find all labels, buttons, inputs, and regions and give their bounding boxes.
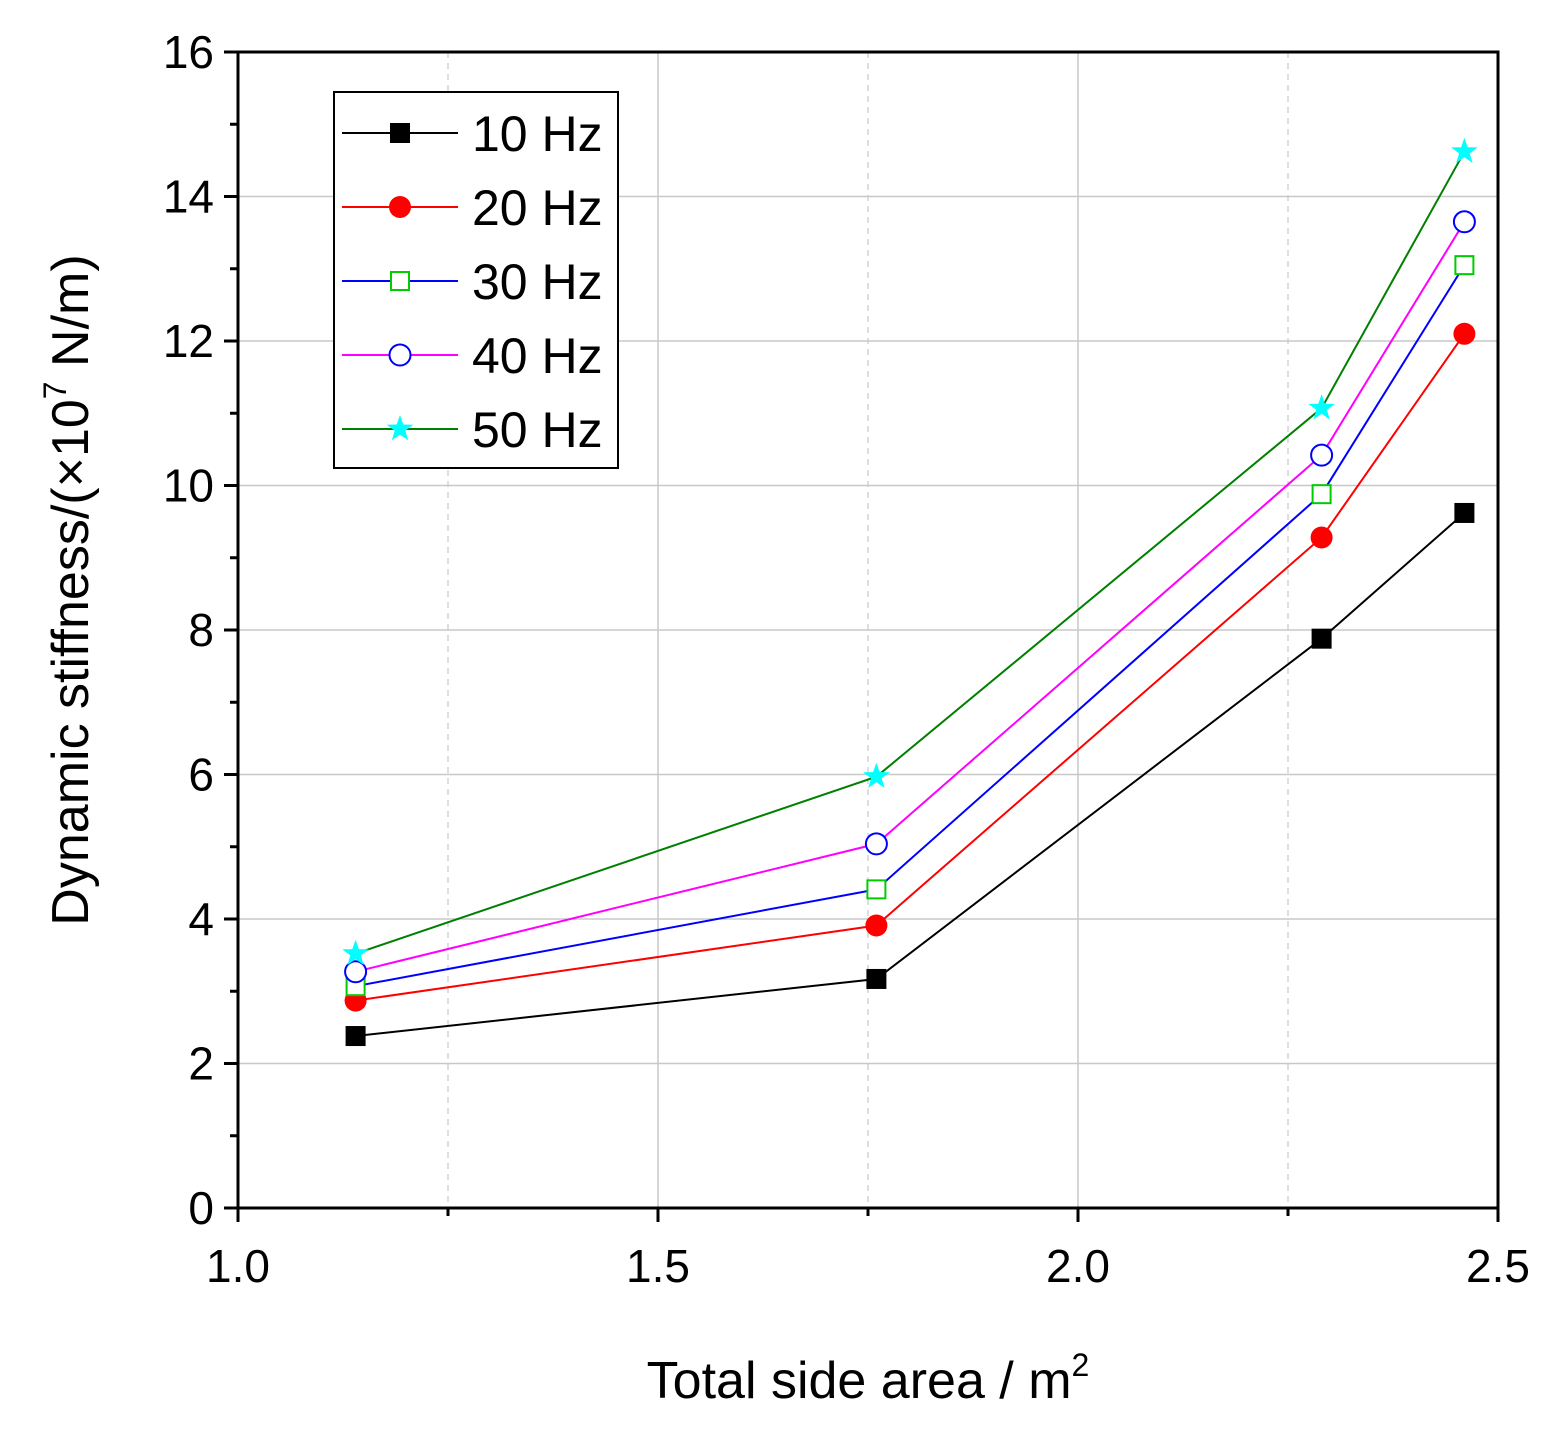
data-point <box>865 914 888 937</box>
y-tick-label: 2 <box>188 1038 214 1090</box>
y-axis-title-tail: N/m) <box>42 254 100 381</box>
series-line <box>355 221 1466 973</box>
data-point <box>1454 502 1475 523</box>
legend-item: 10 Hz <box>342 106 603 162</box>
data-point <box>1454 255 1475 276</box>
data-point <box>342 939 369 965</box>
legend-label: 40 Hz <box>472 328 603 384</box>
legend-item: 20 Hz <box>342 180 603 236</box>
y-tick-label: 8 <box>188 604 214 656</box>
x-tick-label: 2.5 <box>1466 1240 1530 1292</box>
data-point <box>1311 484 1332 505</box>
data-point <box>1452 210 1476 234</box>
y-tick-label: 12 <box>163 315 214 367</box>
legend-item: 50 Hz <box>342 402 603 458</box>
y-axis-title-superscript: 7 <box>37 381 73 399</box>
data-point <box>1451 137 1478 163</box>
legend-label: 50 Hz <box>472 402 603 458</box>
data-point <box>1310 526 1333 549</box>
legend-marker <box>389 196 411 218</box>
y-tick-label: 6 <box>188 749 214 801</box>
series-line <box>355 151 1466 955</box>
legend-marker <box>390 123 410 143</box>
legend-marker <box>386 415 414 441</box>
data-point <box>1453 322 1476 345</box>
legend-label: 20 Hz <box>472 180 603 236</box>
y-tick-label: 16 <box>163 26 214 78</box>
y-axis-title-main: Dynamic stiffness/(×10 <box>42 399 100 925</box>
series-40hz <box>344 210 1476 984</box>
series-10hz <box>345 502 1475 1047</box>
series-line <box>355 264 1466 988</box>
data-point <box>864 832 888 856</box>
series-50hz <box>342 137 1478 965</box>
legend: 10 Hz 20 Hz 30 Hz 40 Hz 50 Hz <box>333 91 619 469</box>
series-30hz <box>345 255 1475 997</box>
x-tick-label: 1.5 <box>626 1240 690 1292</box>
data-point <box>866 879 887 900</box>
x-axis-title: Total side area / m2 <box>647 1347 1090 1410</box>
data-point <box>1308 394 1335 420</box>
legend-item: 30 Hz <box>342 254 603 310</box>
y-tick-label: 4 <box>188 893 214 945</box>
legend-label: 30 Hz <box>472 254 603 310</box>
x-axis-title-superscript: 2 <box>1072 1347 1090 1383</box>
legend-item: 40 Hz <box>342 328 603 384</box>
data-point <box>863 762 890 788</box>
x-axis-title-main: Total side area / m <box>647 1352 1072 1410</box>
data-point <box>344 960 368 984</box>
legend-label: 10 Hz <box>472 106 603 162</box>
series-line <box>355 512 1466 1037</box>
legend-marker <box>388 343 412 367</box>
y-tick-label: 14 <box>163 171 214 223</box>
y-tick-label: 10 <box>163 460 214 512</box>
axes: 0 2 4 6 8 10 12 14 16 1.0 1.5 2.0 2.5 <box>163 26 1530 1292</box>
y-axis-title: Dynamic stiffness/(×107 N/m) <box>37 254 100 925</box>
y-tick-label: 0 <box>188 1182 214 1234</box>
legend-marker <box>390 271 410 291</box>
x-tick-label: 1.0 <box>206 1240 270 1292</box>
data-point <box>345 1026 366 1047</box>
series-layer <box>342 137 1478 1047</box>
data-point <box>1310 443 1334 467</box>
data-point <box>1311 628 1332 649</box>
series-line <box>355 333 1466 1002</box>
x-tick-label: 2.0 <box>1046 1240 1110 1292</box>
data-point <box>866 968 887 989</box>
